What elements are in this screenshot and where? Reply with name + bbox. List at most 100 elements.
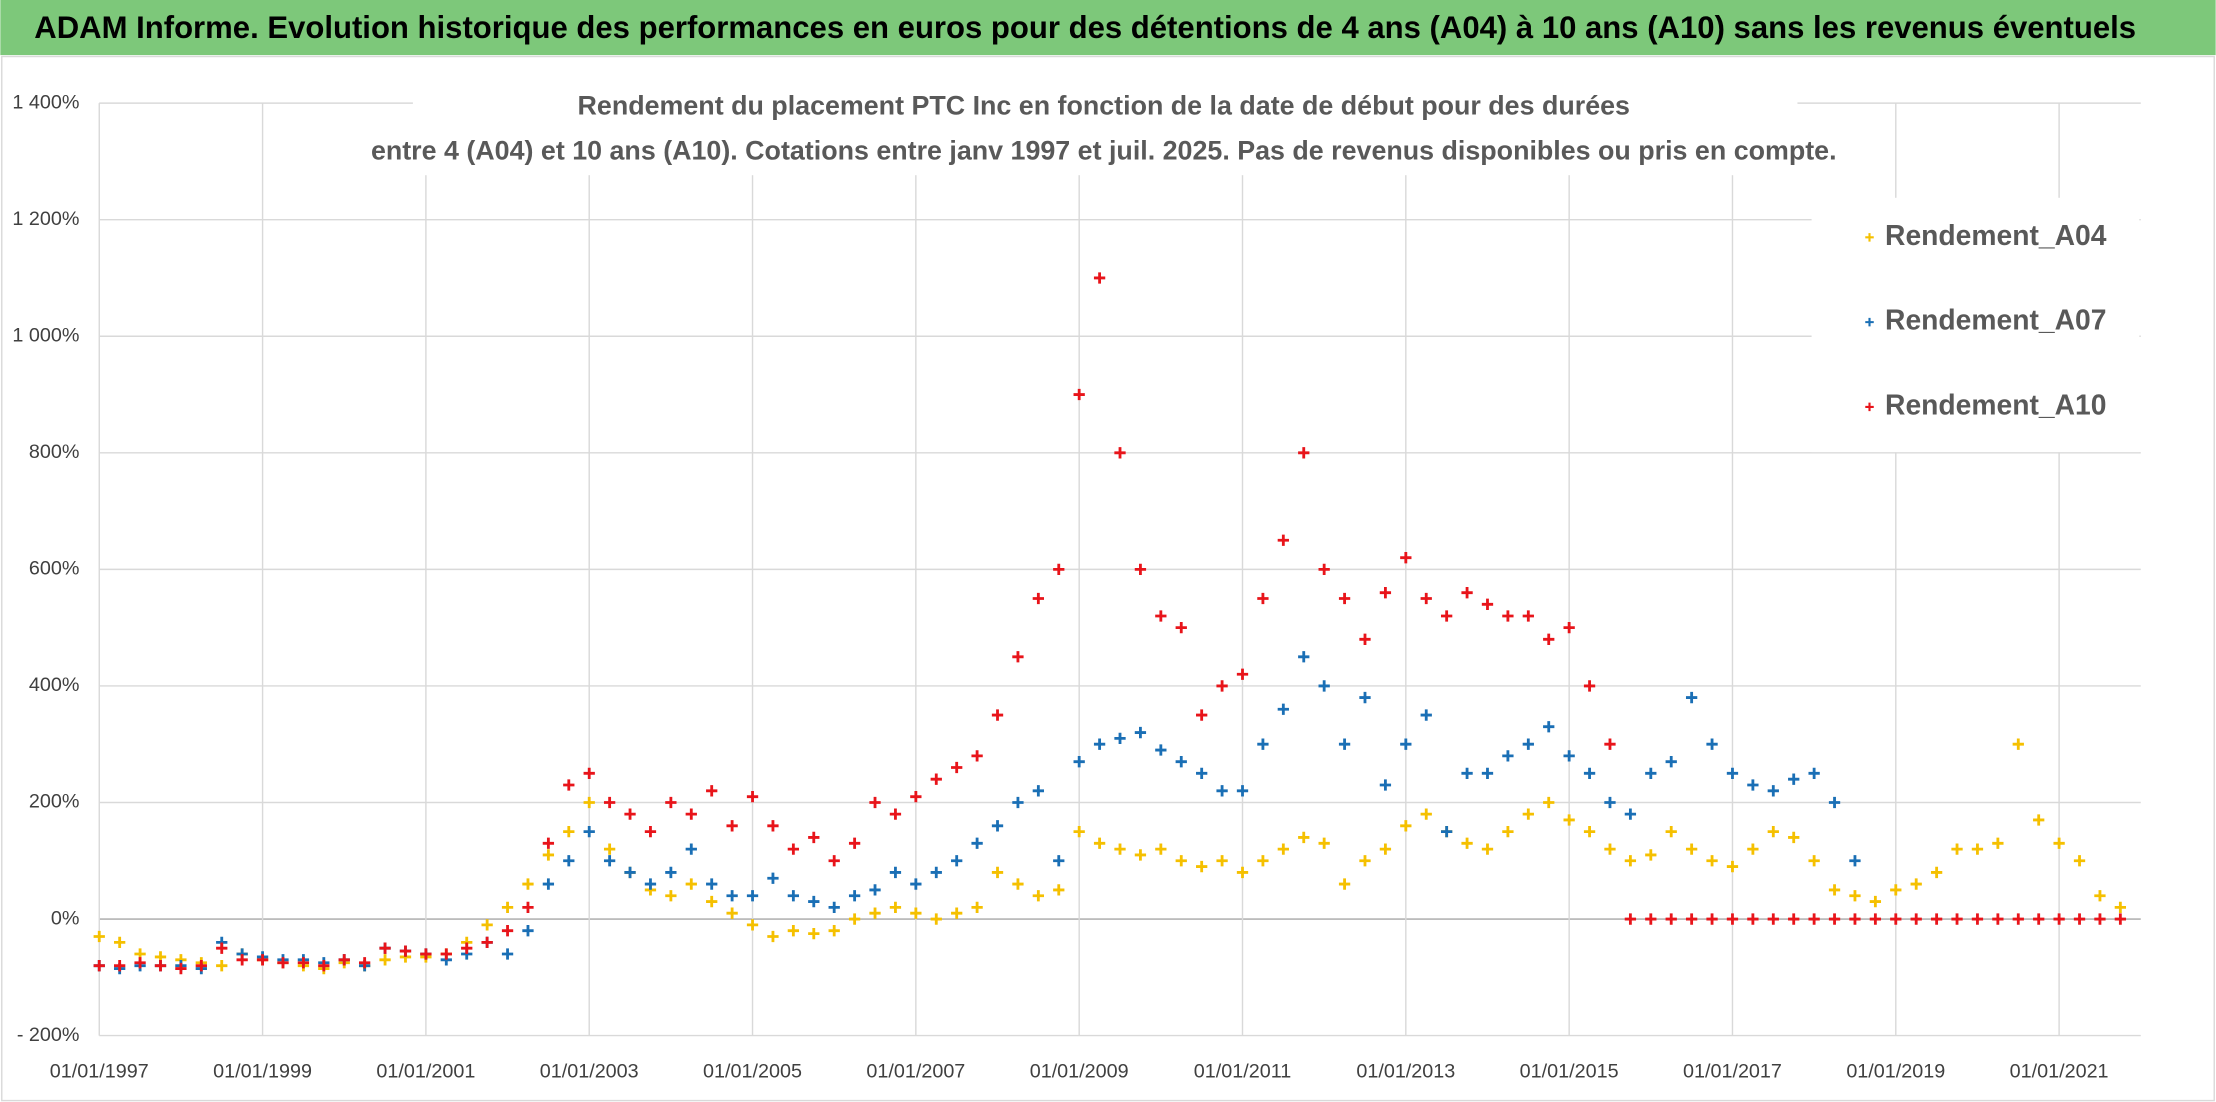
point — [134, 957, 146, 969]
point — [563, 825, 575, 838]
point — [808, 831, 820, 844]
point — [522, 925, 534, 937]
y-tick-label: 1 400% — [12, 91, 79, 113]
point — [522, 878, 534, 890]
chart-title: entre 4 (A04) et 10 ans (A10). Cotations… — [371, 136, 1837, 166]
point — [1481, 843, 1494, 855]
point — [1257, 855, 1269, 867]
point — [1481, 598, 1494, 610]
point — [318, 960, 330, 972]
point — [1114, 732, 1126, 745]
point — [563, 779, 575, 791]
point — [1951, 843, 1963, 855]
legend-label: Rendement_A07 — [1885, 304, 2106, 336]
point — [1624, 855, 1637, 867]
point — [154, 960, 167, 972]
point — [1726, 913, 1739, 925]
x-tick-label: 01/01/2011 — [1194, 1061, 1291, 1083]
point — [1175, 855, 1187, 867]
point — [787, 890, 800, 902]
point — [2033, 913, 2045, 925]
point — [603, 843, 616, 855]
x-tick-label: 01/01/2003 — [540, 1061, 639, 1083]
point — [828, 855, 840, 867]
point — [1971, 843, 1984, 855]
point — [1869, 895, 1882, 908]
point — [501, 948, 514, 960]
point — [1461, 767, 1473, 779]
point — [1400, 738, 1412, 750]
point — [1420, 592, 1432, 605]
point — [501, 901, 514, 914]
point — [1318, 563, 1330, 576]
point — [1134, 849, 1147, 861]
point — [1277, 534, 1289, 546]
point — [1828, 884, 1841, 896]
y-tick-label: 1 200% — [12, 208, 79, 230]
point — [1706, 738, 1718, 750]
point — [910, 878, 922, 890]
point — [1910, 913, 1922, 925]
point — [1726, 860, 1739, 873]
point — [1318, 837, 1330, 849]
point — [1379, 587, 1392, 599]
x-tick-label: 01/01/1997 — [50, 1061, 149, 1083]
point — [1298, 831, 1310, 844]
point — [93, 960, 105, 972]
point — [971, 901, 983, 914]
point — [1277, 843, 1289, 855]
point — [644, 825, 657, 838]
legend-label: Rendement_A04 — [1885, 219, 2107, 251]
point — [665, 890, 677, 902]
x-tick-label: 01/01/2021 — [2010, 1061, 2109, 1083]
point — [1869, 913, 1882, 925]
point — [685, 808, 697, 820]
point — [522, 901, 534, 914]
point — [195, 960, 207, 972]
point — [1338, 592, 1351, 605]
point — [1522, 808, 1534, 820]
point — [1502, 750, 1514, 762]
point — [1053, 884, 1065, 896]
point — [1726, 767, 1739, 779]
header-band — [0, 0, 2216, 56]
chart-border — [1, 55, 2215, 1102]
point — [1216, 680, 1228, 692]
x-tick-label: 01/01/2015 — [1520, 1061, 1619, 1083]
point — [726, 820, 738, 832]
point — [1828, 913, 1841, 925]
point — [1624, 913, 1637, 925]
point — [746, 919, 759, 931]
point — [1073, 756, 1085, 768]
point — [1155, 843, 1167, 855]
point — [2012, 738, 2024, 750]
point — [1951, 913, 1963, 925]
point — [706, 785, 718, 797]
x-tick-label: 01/01/1999 — [213, 1061, 312, 1083]
point — [1053, 563, 1065, 576]
point — [746, 791, 759, 803]
point — [1624, 808, 1637, 820]
point — [1338, 878, 1351, 890]
point — [379, 954, 391, 966]
point — [1747, 843, 1759, 855]
point — [1685, 691, 1698, 704]
point — [2094, 913, 2106, 925]
point — [2073, 855, 2086, 867]
point — [1828, 796, 1841, 809]
point — [889, 901, 902, 914]
point — [1298, 447, 1310, 459]
point — [256, 954, 269, 966]
point — [869, 884, 881, 896]
point — [828, 925, 840, 937]
point — [1849, 855, 1861, 867]
point — [1379, 779, 1392, 791]
point — [1910, 878, 1922, 890]
point — [1971, 913, 1984, 925]
point — [542, 837, 555, 849]
point — [767, 930, 779, 943]
point — [1461, 587, 1473, 599]
point — [1645, 849, 1657, 861]
title-bg — [412, 84, 1798, 176]
